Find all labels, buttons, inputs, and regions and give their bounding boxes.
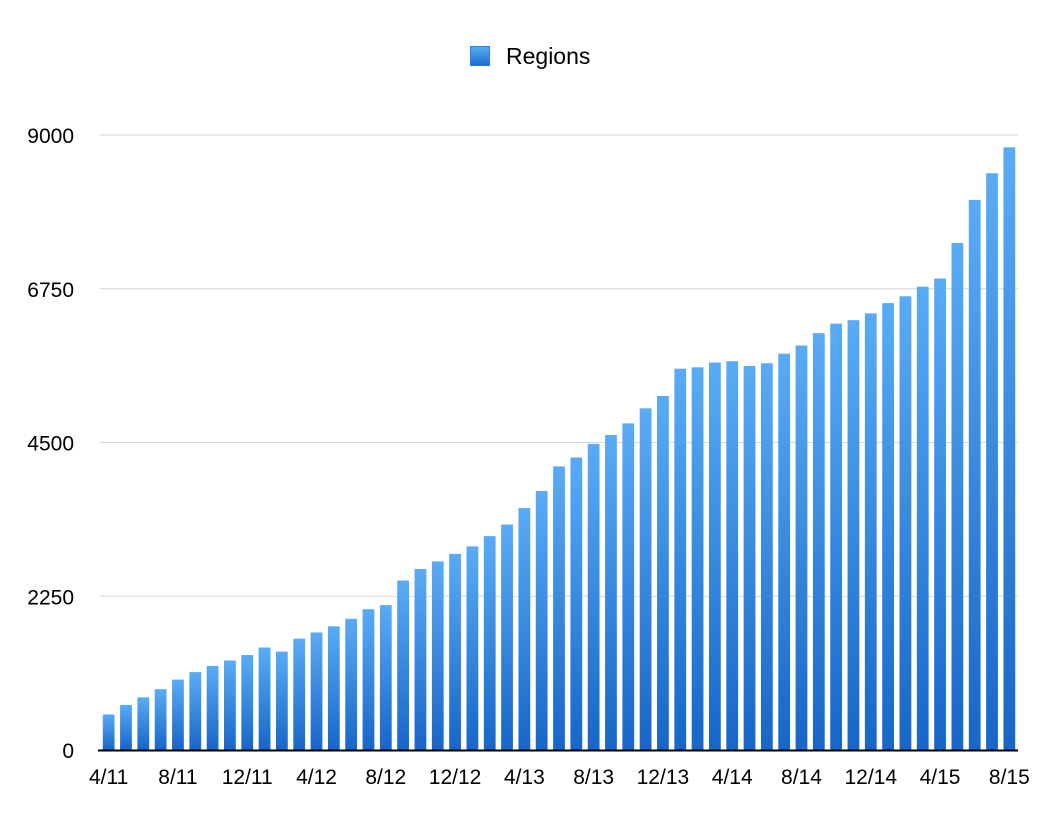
x-tick-label: 8/15 xyxy=(989,766,1030,789)
bar-7/11 xyxy=(154,689,167,750)
bar-10/14 xyxy=(830,323,843,750)
bar-11/12 xyxy=(431,561,444,750)
bar-4/11 xyxy=(102,714,115,750)
bar-9/12 xyxy=(397,580,409,750)
x-tick-label: 4/11 xyxy=(89,766,128,789)
bar-4/14 xyxy=(726,361,739,750)
bar-11/14 xyxy=(847,320,860,750)
bar-7/14 xyxy=(778,353,791,750)
bar-2/14 xyxy=(691,367,704,750)
bar-7/12 xyxy=(362,609,375,750)
x-tick-label: 4/15 xyxy=(920,766,961,789)
x-tick-label: 12/12 xyxy=(429,766,482,789)
bar-8/11 xyxy=(172,679,184,750)
bar-5/12 xyxy=(327,626,340,750)
bar-5/11 xyxy=(120,704,132,750)
bar-6/12 xyxy=(345,618,358,750)
x-tick-label: 12/11 xyxy=(222,766,273,789)
bar-1/13 xyxy=(466,546,479,750)
x-tick-label: 4/13 xyxy=(504,766,545,789)
x-tick-label: 8/13 xyxy=(573,766,614,789)
y-tick-label: 9000 xyxy=(27,125,74,148)
bar-11/11 xyxy=(224,660,236,750)
bar-9/14 xyxy=(812,333,825,750)
y-tick-label: 2250 xyxy=(27,586,74,609)
y-tick-label: 4500 xyxy=(27,433,74,456)
bar-4/12 xyxy=(310,632,323,750)
bar-8/12 xyxy=(379,605,392,750)
bar-4/13 xyxy=(518,508,531,750)
bar-3/15 xyxy=(916,286,929,750)
x-tick-label: 8/14 xyxy=(781,766,822,789)
bar-3/14 xyxy=(709,362,721,750)
bar-12/11 xyxy=(241,655,254,750)
bar-10/12 xyxy=(414,568,427,750)
bar-7/15 xyxy=(986,173,998,750)
x-tick-label: 8/11 xyxy=(158,766,197,789)
bar-5/13 xyxy=(535,491,548,750)
bar-3/13 xyxy=(501,524,513,750)
x-tick-label: 4/14 xyxy=(712,766,753,789)
bar-12/13 xyxy=(657,396,669,750)
bar-9/11 xyxy=(189,672,202,750)
bar-1/14 xyxy=(674,368,687,750)
x-axis-ticks: 4/11 8/11 12/11 4/12 8/12 12/12 4/13 8/13 12/13 4… xyxy=(89,766,1030,789)
bar-2/15 xyxy=(899,296,912,750)
bar-8/15 xyxy=(1003,147,1016,751)
bar-10/13 xyxy=(622,423,635,750)
bar-10/11 xyxy=(206,665,219,750)
legend: Regions xyxy=(470,42,590,70)
x-tick-label: 8/12 xyxy=(365,766,406,789)
bar-6/15 xyxy=(968,199,981,751)
bar-2/12 xyxy=(275,651,288,750)
bar-6/14 xyxy=(760,363,773,750)
bar-8/14 xyxy=(795,345,808,750)
bar-12/14 xyxy=(864,313,877,750)
legend-swatch xyxy=(470,46,490,66)
bar-12/12 xyxy=(449,553,461,750)
bar-4/15 xyxy=(934,278,946,750)
bar-8/13 xyxy=(587,443,600,750)
y-tick-label: 6750 xyxy=(27,279,74,302)
y-axis-ticks: 0 2250 4500 6750 9000 xyxy=(27,125,74,763)
bar-11/13 xyxy=(639,408,652,750)
bar-2/13 xyxy=(483,536,496,750)
bar-1/12 xyxy=(258,647,271,750)
x-tick-label: 12/13 xyxy=(637,766,690,789)
x-tick-label: 12/14 xyxy=(844,766,897,789)
bar-1/15 xyxy=(882,303,894,750)
bar-6/13 xyxy=(553,466,565,750)
bar-3/12 xyxy=(293,638,306,750)
x-tick-label: 4/12 xyxy=(296,766,337,789)
bar-5/15 xyxy=(951,242,964,750)
bar-6/11 xyxy=(137,697,150,750)
bar-5/14 xyxy=(743,365,756,750)
bar-7/13 xyxy=(570,457,583,750)
bar-9/13 xyxy=(605,434,617,750)
legend-label: Regions xyxy=(506,42,591,69)
y-tick-label: 0 xyxy=(62,740,74,763)
bar-series-regions xyxy=(102,147,1016,751)
